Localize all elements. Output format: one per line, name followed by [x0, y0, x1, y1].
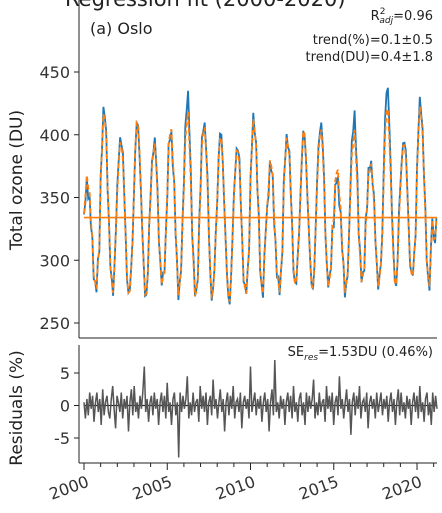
y-tick-label-residual-0: -5 — [54, 429, 70, 448]
y-tick-label-residual-1: 0 — [60, 397, 70, 416]
x-tick-label-4: 2020 — [380, 472, 425, 504]
y-tick-label-residual-2: 5 — [60, 364, 70, 383]
residuals-panel: SEres=1.53DU (0.46%) Residuals (%) -505 … — [7, 345, 438, 504]
figure-title: Regression fit (2000-2020) — [65, 0, 346, 11]
y-tick-label-ozone-3: 400 — [39, 126, 70, 145]
se-annotation: SEres=1.53DU (0.46%) — [288, 345, 433, 363]
y-tick-label-ozone-4: 450 — [39, 63, 70, 82]
r2-annotation: R2 adj=0.96 — [371, 7, 433, 26]
x-tick-label-0: 2000 — [47, 472, 92, 504]
y-tick-label-ozone-1: 300 — [39, 251, 70, 270]
y-axis-label-ozone: Total ozone (DU) — [7, 110, 27, 251]
regression-fit-line — [83, 106, 438, 302]
residuals-line — [83, 359, 438, 458]
y-tick-label-ozone-2: 350 — [39, 189, 70, 208]
trend-du-annotation: trend(DU)=0.4±1.8 — [306, 50, 433, 65]
y-tick-label-ozone-0: 250 — [39, 314, 70, 333]
x-tick-label-3: 2015 — [296, 472, 341, 504]
panel-label: (a) Oslo — [90, 19, 153, 38]
ozone-panel: (a) Oslo R2 adj=0.96 trend(%)=0.1±0.5 tre… — [7, 0, 438, 339]
y-axis-label-residuals: Residuals (%) — [7, 350, 27, 465]
x-tick-label-2: 2010 — [213, 472, 258, 504]
trend-pct-annotation: trend(%)=0.1±0.5 — [313, 33, 433, 48]
x-tick-label-1: 2005 — [130, 472, 175, 504]
